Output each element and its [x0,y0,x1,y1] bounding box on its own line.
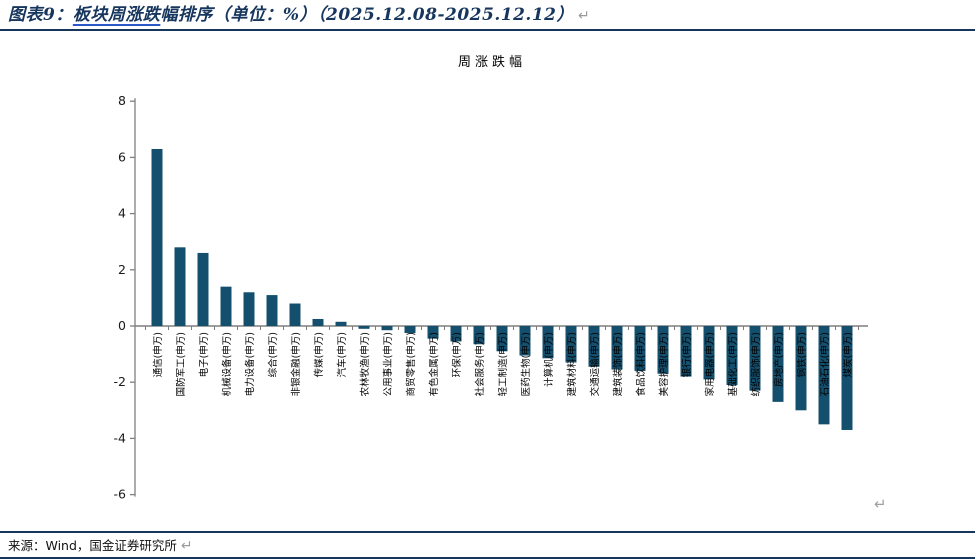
bar-25 [726,326,738,386]
bar-26 [749,326,761,391]
category-label-13: 环保(申万) [451,332,463,377]
y-axis-tick-label: -6 [114,487,127,502]
y-axis-tick-label: 0 [118,318,126,333]
bar-15 [496,326,508,352]
bar-28 [795,326,807,411]
bar-2 [197,252,209,326]
source-note: 来源：Wind，国金证券研究所 ↵ [8,535,193,554]
category-label-16: 医药生物(申万) [520,332,532,396]
source-divider-line [0,531,975,533]
category-label-24: 家用电器(申万) [704,332,716,396]
bar-5 [266,295,278,326]
figure-caption: 图表9：板块周涨跌幅排序（单位：%）（2025.12.08-2025.12.12… [8,2,590,28]
return-mark-icon: ↵ [577,8,591,24]
category-label-17: 计算机(申万) [543,332,555,387]
category-label-6: 非银金融(申万) [290,332,302,396]
category-label-3: 机械设备(申万) [221,332,233,396]
category-label-23: 银行(申万) [681,332,693,377]
bar-27 [772,326,784,402]
bar-17 [542,326,554,359]
bar-24 [703,326,715,380]
y-axis-tick-label: 8 [118,93,126,108]
bar-23 [680,326,692,377]
category-label-4: 电力设备(申万) [244,332,256,396]
bar-22 [657,326,669,374]
bar-30 [841,326,853,430]
category-label-12: 有色金属(申万) [428,332,440,396]
return-mark-icon: ↵ [180,538,193,554]
bar-18 [565,326,577,363]
category-label-2: 电子(申万) [198,332,210,377]
bar-12 [427,326,439,339]
weekly-change-bar-chart: 周涨跌幅 8 6 4 2 0 -2 -4 -6 通信(申万) 国防军工(申万) 电子(申万) 机械设备(… [114,54,868,502]
bar-19 [588,326,600,367]
y-axis-tick-label: 4 [118,206,126,221]
bar-16 [519,326,531,356]
chart-return-mark-icon: ↵ [874,495,887,513]
caption-divider-line [0,29,975,31]
bar-4 [243,292,255,326]
figure-caption-rest: 幅排序（单位：%）（2025.12.08-2025.12.12） [160,5,574,25]
bar-8 [335,321,347,326]
category-label-5: 综合(申万) [267,332,279,377]
category-label-21: 食品饮料(申万) [635,332,647,396]
figure-caption-link[interactable]: 板块周涨跌 [72,5,161,25]
category-label-18: 建筑材料(申万) [566,332,578,396]
category-label-15: 轻工制造(申万) [497,332,509,396]
figure-caption-prefix: 图表9： [8,5,73,25]
category-label-11: 商贸零售(申万) [405,332,417,396]
bar-11 [404,326,416,334]
y-axis-tick-label: 2 [118,262,126,277]
category-label-22: 美容护理(申万) [658,332,670,396]
category-label-9: 农林牧渔(申万) [359,332,371,396]
chart-title: 周涨跌幅 [458,54,526,70]
category-label-26: 纺织服饰(申万) [750,332,762,396]
bar-21 [634,326,646,371]
category-label-8: 汽车(申万) [336,332,348,377]
bar-6 [289,303,301,326]
category-label-30: 煤炭(申万) [842,332,854,377]
category-label-20: 建筑装饰(申万) [612,332,624,396]
category-label-10: 公用事业(申万) [382,332,394,396]
y-axis-tick-label: 6 [118,149,126,164]
bar-7 [312,318,324,326]
category-label-25: 基础化工(申万) [727,332,739,396]
category-label-19: 交通运输(申万) [589,332,601,396]
category-label-27: 房地产(申万) [773,332,785,387]
bar-20 [611,326,623,370]
bar-9 [358,326,370,329]
bar-3 [220,286,232,326]
bar-13 [450,326,462,342]
category-label-29: 石油石化(申万) [819,332,831,396]
bar-10 [381,326,393,331]
category-label-14: 社会服务(申万) [474,332,486,396]
source-text: 来源：Wind，国金证券研究所 [8,538,177,553]
bar-14 [473,326,485,345]
category-label-1: 国防军工(申万) [175,332,187,396]
category-label-0: 通信(申万) [152,332,164,377]
category-label-28: 钢铁(申万) [796,332,808,377]
bar-29 [818,326,830,425]
category-label-7: 传媒(申万) [313,332,325,377]
bar-0 [151,148,163,326]
page-bottom-line [0,557,975,559]
bar-1 [174,247,186,326]
y-axis-tick-label: -2 [114,374,126,389]
y-axis-tick-label: -4 [114,430,127,445]
